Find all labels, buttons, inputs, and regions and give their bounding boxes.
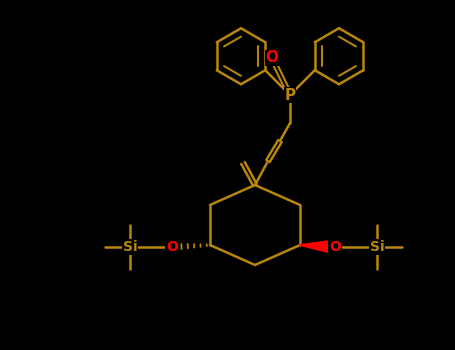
Text: P: P	[284, 88, 296, 103]
Text: O: O	[166, 240, 178, 254]
Text: Si: Si	[370, 240, 384, 254]
Text: Si: Si	[123, 240, 137, 254]
Polygon shape	[300, 240, 335, 254]
Text: O: O	[329, 240, 341, 254]
Text: O: O	[266, 50, 278, 65]
